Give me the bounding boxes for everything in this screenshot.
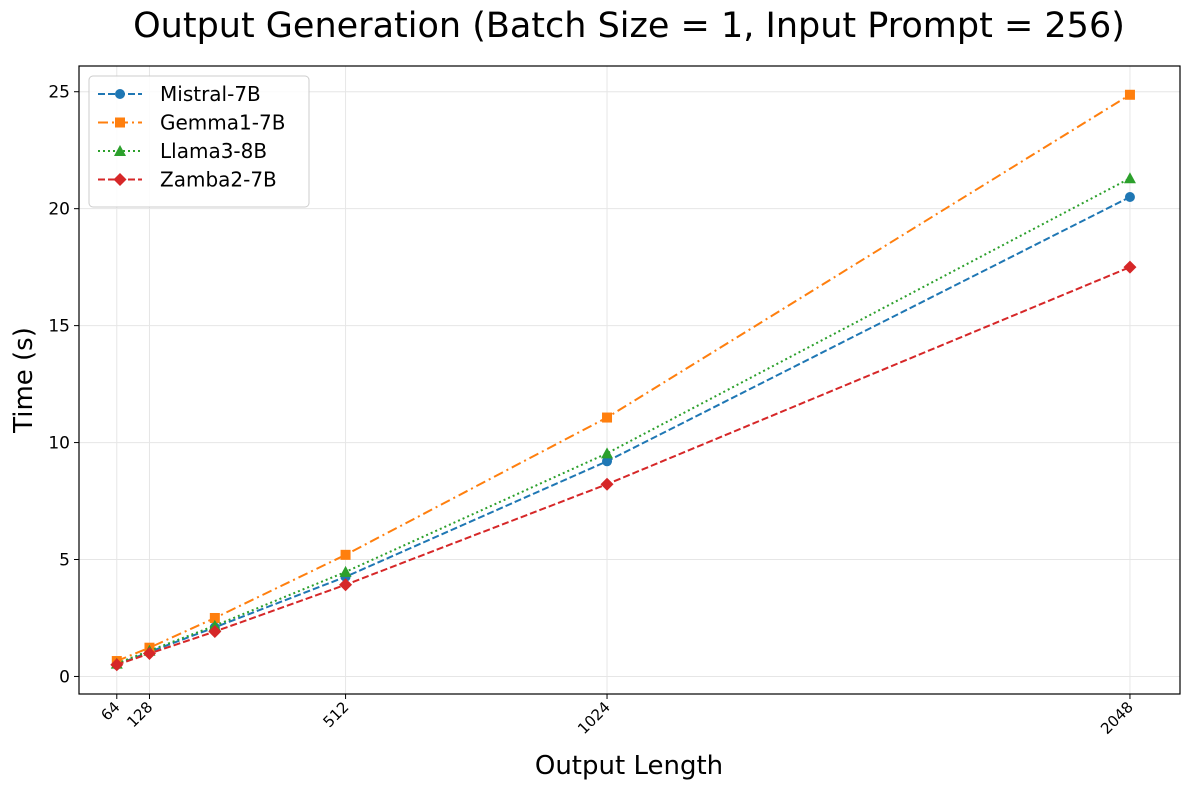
legend-label: Mistral-7B: [160, 82, 261, 106]
data-point: [1124, 191, 1135, 202]
data-point: [602, 456, 613, 467]
data-point: [602, 412, 613, 423]
y-tick-label: 5: [59, 551, 70, 571]
series-mistral-7b: [111, 191, 1135, 670]
series-line: [116, 93, 1131, 662]
series-line: [116, 177, 1131, 665]
legend-label: Zamba2-7B: [160, 168, 277, 192]
x-tick-label: 2048: [1097, 698, 1137, 738]
legend-marker: [115, 89, 125, 99]
data-point: [208, 625, 222, 639]
ticks: 64 128 512 1024 2048 0 5 10 15 20 25: [48, 83, 1136, 738]
legend: Mistral-7B Gemma1-7B Llama3-8B Zamba2-7B: [88, 75, 310, 208]
data-point: [600, 477, 614, 491]
legend-marker: [113, 173, 127, 186]
y-axis-label: Time (s): [9, 327, 39, 434]
legend-marker: [115, 117, 125, 128]
series-layer: [110, 89, 1137, 672]
data-point: [110, 658, 124, 672]
x-tick-label: 128: [123, 698, 156, 731]
legend-marker: [114, 145, 126, 156]
data-point: [142, 647, 156, 661]
y-tick-label: 20: [48, 200, 70, 220]
data-point: [340, 549, 351, 560]
data-point: [209, 612, 220, 623]
x-tick-label: 64: [97, 698, 123, 724]
plot-frame: [78, 65, 1181, 695]
y-tick-label: 15: [48, 317, 70, 337]
legend-box: [88, 75, 310, 208]
y-tick-label: 10: [48, 434, 70, 454]
data-point: [1124, 89, 1135, 100]
x-tick-label: 1024: [574, 698, 614, 738]
x-tick-label: 512: [319, 698, 352, 731]
data-point: [1123, 172, 1136, 184]
x-axis-label: Output Length: [535, 751, 723, 781]
series-line: [116, 196, 1131, 666]
data-point: [339, 565, 352, 577]
data-point: [339, 578, 353, 592]
y-tick-label: 0: [59, 667, 70, 687]
legend-label: Gemma1-7B: [160, 111, 285, 135]
data-point: [601, 447, 614, 459]
chart-title: Output Generation (Batch Size = 1, Input…: [133, 6, 1125, 46]
series-line: [116, 266, 1131, 666]
y-tick-label: 25: [48, 83, 70, 103]
data-point: [1123, 260, 1137, 274]
legend-label: Llama3-8B: [160, 139, 267, 163]
series-zamba2-7b: [110, 260, 1137, 672]
